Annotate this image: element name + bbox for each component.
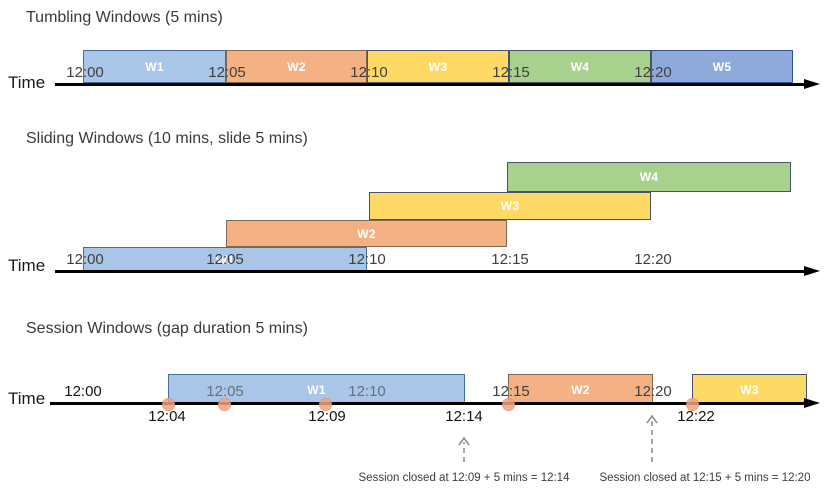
tick-label: 12:10 bbox=[348, 251, 386, 268]
session-window-w3: W3 bbox=[692, 374, 807, 405]
tumbling-window-w2: W2 bbox=[226, 50, 367, 83]
tumbling-time-axis-label: Time bbox=[8, 73, 46, 92]
window-label: W1 bbox=[307, 382, 326, 397]
tick-label: 12:05 bbox=[206, 251, 244, 268]
sliding-timeline-arrowhead-icon bbox=[804, 266, 820, 276]
window-label: W1 bbox=[215, 252, 235, 267]
tick-label: 12:15 bbox=[492, 383, 530, 400]
tick-label: 12:10 bbox=[348, 383, 386, 400]
window-label: W4 bbox=[570, 59, 590, 74]
tumbling-window-w4: W4 bbox=[509, 50, 651, 83]
event-time-label: 12:22 bbox=[677, 408, 715, 425]
session-time-axis-label: Time bbox=[8, 389, 46, 408]
tick-label: 12:00 bbox=[66, 64, 104, 81]
tumbling-section-title: Tumbling Windows (5 mins) bbox=[26, 9, 223, 26]
event-dot bbox=[685, 397, 699, 411]
tick-label: 12:20 bbox=[634, 383, 672, 400]
session-close-annotation: Session closed at 12:09 + 5 mins = 12:14 bbox=[358, 472, 570, 484]
tumbling-window-w5: W5 bbox=[651, 50, 793, 83]
event-dot bbox=[217, 397, 231, 411]
tumbling-window-w3: W3 bbox=[367, 50, 509, 83]
window-label: W3 bbox=[428, 59, 448, 74]
sliding-window-w1: W1 bbox=[83, 247, 367, 272]
sliding-timeline bbox=[55, 270, 806, 273]
session-timeline-arrowhead-icon bbox=[804, 398, 820, 408]
window-label: W2 bbox=[357, 226, 376, 241]
tick-label: 12:15 bbox=[491, 251, 529, 268]
sliding-window-w3: W3 bbox=[369, 192, 651, 220]
event-dot bbox=[501, 397, 515, 411]
tumbling-window-w1: W1 bbox=[83, 50, 226, 83]
window-label: W1 bbox=[145, 59, 164, 74]
window-label: W4 bbox=[639, 170, 659, 184]
sliding-window-w2: W2 bbox=[226, 220, 507, 247]
tumbling-timeline-arrowhead-icon bbox=[804, 79, 820, 89]
tick-label: 12:20 bbox=[634, 64, 672, 81]
session-close-annotation: Session closed at 12:15 + 5 mins = 12:20 bbox=[599, 472, 811, 484]
tick-label: 12:05 bbox=[208, 64, 246, 81]
tick-label: 12:20 bbox=[634, 251, 672, 268]
session-window-w2: W2 bbox=[508, 374, 653, 405]
session-close-arrow-up-icon bbox=[646, 414, 658, 462]
session-section-title: Session Windows (gap duration 5 mins) bbox=[26, 320, 308, 337]
event-dot bbox=[318, 397, 332, 411]
sliding-window-w4: W4 bbox=[507, 162, 791, 192]
session-timeline bbox=[50, 402, 806, 405]
event-time-label: 12:14 bbox=[445, 408, 483, 425]
tick-label: 12:00 bbox=[64, 383, 102, 400]
window-label: W5 bbox=[712, 59, 732, 74]
window-label: W2 bbox=[571, 382, 590, 397]
event-time-label: 12:09 bbox=[308, 408, 346, 425]
sliding-time-axis-label: Time bbox=[8, 256, 46, 275]
window-label: W3 bbox=[740, 382, 759, 397]
session-window-w1: W1 bbox=[168, 374, 465, 405]
window-label: W3 bbox=[500, 199, 520, 213]
window-label: W2 bbox=[287, 59, 306, 74]
tick-label: 12:00 bbox=[66, 251, 104, 268]
tick-label: 12:10 bbox=[350, 64, 388, 81]
sliding-section-title: Sliding Windows (10 mins, slide 5 mins) bbox=[26, 130, 308, 147]
event-dot bbox=[161, 397, 175, 411]
event-time-label: 12:04 bbox=[148, 408, 186, 425]
tick-label: 12:15 bbox=[492, 64, 530, 81]
session-close-arrow-up-icon bbox=[458, 436, 470, 462]
tumbling-timeline bbox=[55, 83, 806, 86]
tick-label: 12:05 bbox=[206, 383, 244, 400]
